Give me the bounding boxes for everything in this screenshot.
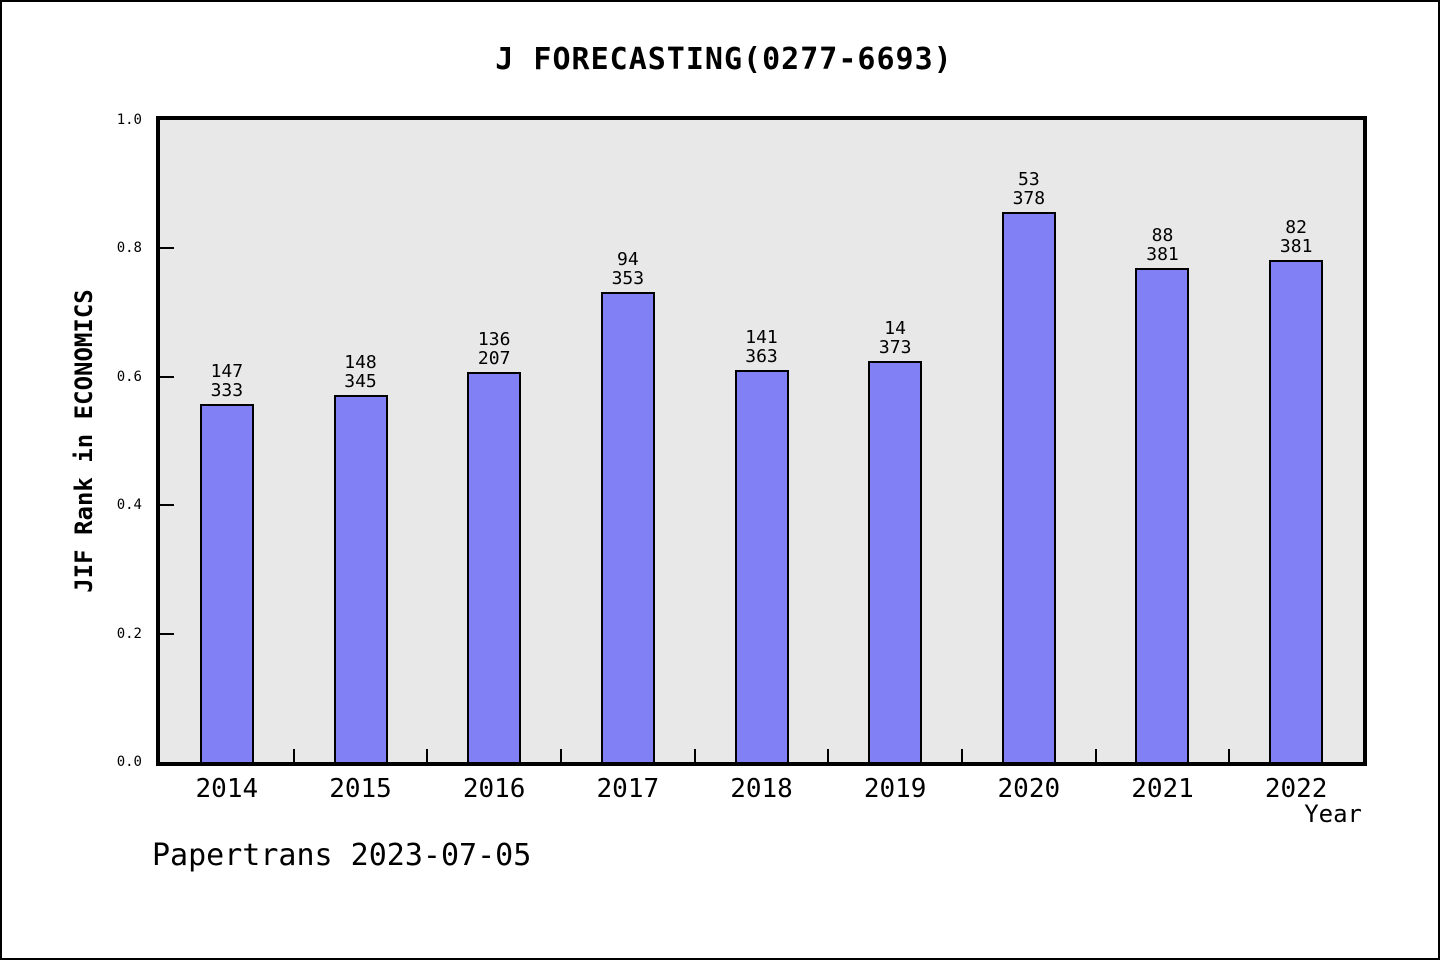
x-tick-mark xyxy=(693,749,696,762)
y-tick-label: 0.4 xyxy=(116,497,142,514)
y-tick-mark xyxy=(160,504,174,507)
x-tick-label-2018: 2018 xyxy=(730,774,793,804)
x-tick-mark xyxy=(1228,749,1231,762)
x-tick-label-2017: 2017 xyxy=(596,774,660,804)
x-tick-label-2021: 2021 xyxy=(1131,774,1194,804)
bar-value-label-2018: 141 363 xyxy=(745,327,778,367)
bar-2016 xyxy=(467,372,521,762)
bar-2017 xyxy=(601,292,655,762)
x-axis-label: Year xyxy=(1304,800,1362,828)
bar-value-label-2017: 94 353 xyxy=(611,249,645,289)
x-tick-mark xyxy=(426,749,429,762)
bar-2014 xyxy=(200,404,254,762)
x-tick-label-2014: 2014 xyxy=(195,774,259,804)
bar-2019 xyxy=(868,361,922,762)
y-tick-mark xyxy=(160,247,174,250)
y-axis-label: JIF Rank in ECONOMICS xyxy=(70,289,98,593)
bar-2021 xyxy=(1135,268,1189,762)
bar-value-label-2015: 148 345 xyxy=(344,352,377,392)
bar-value-label-2021: 88 381 xyxy=(1146,225,1179,265)
x-tick-label-2016: 2016 xyxy=(462,774,526,804)
x-tick-mark xyxy=(827,749,830,762)
plot-area: 147 333 148 345 136 207 94 353 141 363 14 373… xyxy=(156,116,1367,766)
y-tick-label: 0.8 xyxy=(116,240,142,257)
bar-value-label-2019: 14 373 xyxy=(878,318,912,358)
y-tick-label: 0.0 xyxy=(116,754,142,770)
footer-text: Papertrans 2023-07-05 xyxy=(152,838,532,873)
chart-title: J FORECASTING(0277-6693) xyxy=(495,42,953,77)
x-tick-label-2022: 2022 xyxy=(1264,774,1328,804)
y-tick-label: 0.6 xyxy=(116,368,142,385)
x-tick-mark xyxy=(560,749,562,762)
bar-2018 xyxy=(735,370,789,762)
x-tick-mark xyxy=(1094,749,1097,762)
y-tick-label: 0.2 xyxy=(116,625,142,642)
x-tick-label-2020: 2020 xyxy=(997,774,1061,804)
x-tick-mark xyxy=(961,749,963,762)
y-tick-label: 1.0 xyxy=(116,112,142,128)
x-tick-label-2015: 2015 xyxy=(329,774,392,804)
x-tick-label-2019: 2019 xyxy=(863,774,927,804)
x-tick-mark xyxy=(292,749,295,762)
bar-2015 xyxy=(334,395,388,762)
bar-value-label-2016: 136 207 xyxy=(477,329,511,369)
y-tick-mark xyxy=(160,632,174,635)
y-tick-mark xyxy=(160,375,174,378)
bar-value-label-2022: 82 381 xyxy=(1279,217,1313,257)
bar-value-label-2020: 53 378 xyxy=(1012,169,1046,209)
bar-2020 xyxy=(1002,212,1056,762)
bar-2022 xyxy=(1269,260,1323,762)
bar-value-label-2014: 147 333 xyxy=(210,361,244,401)
